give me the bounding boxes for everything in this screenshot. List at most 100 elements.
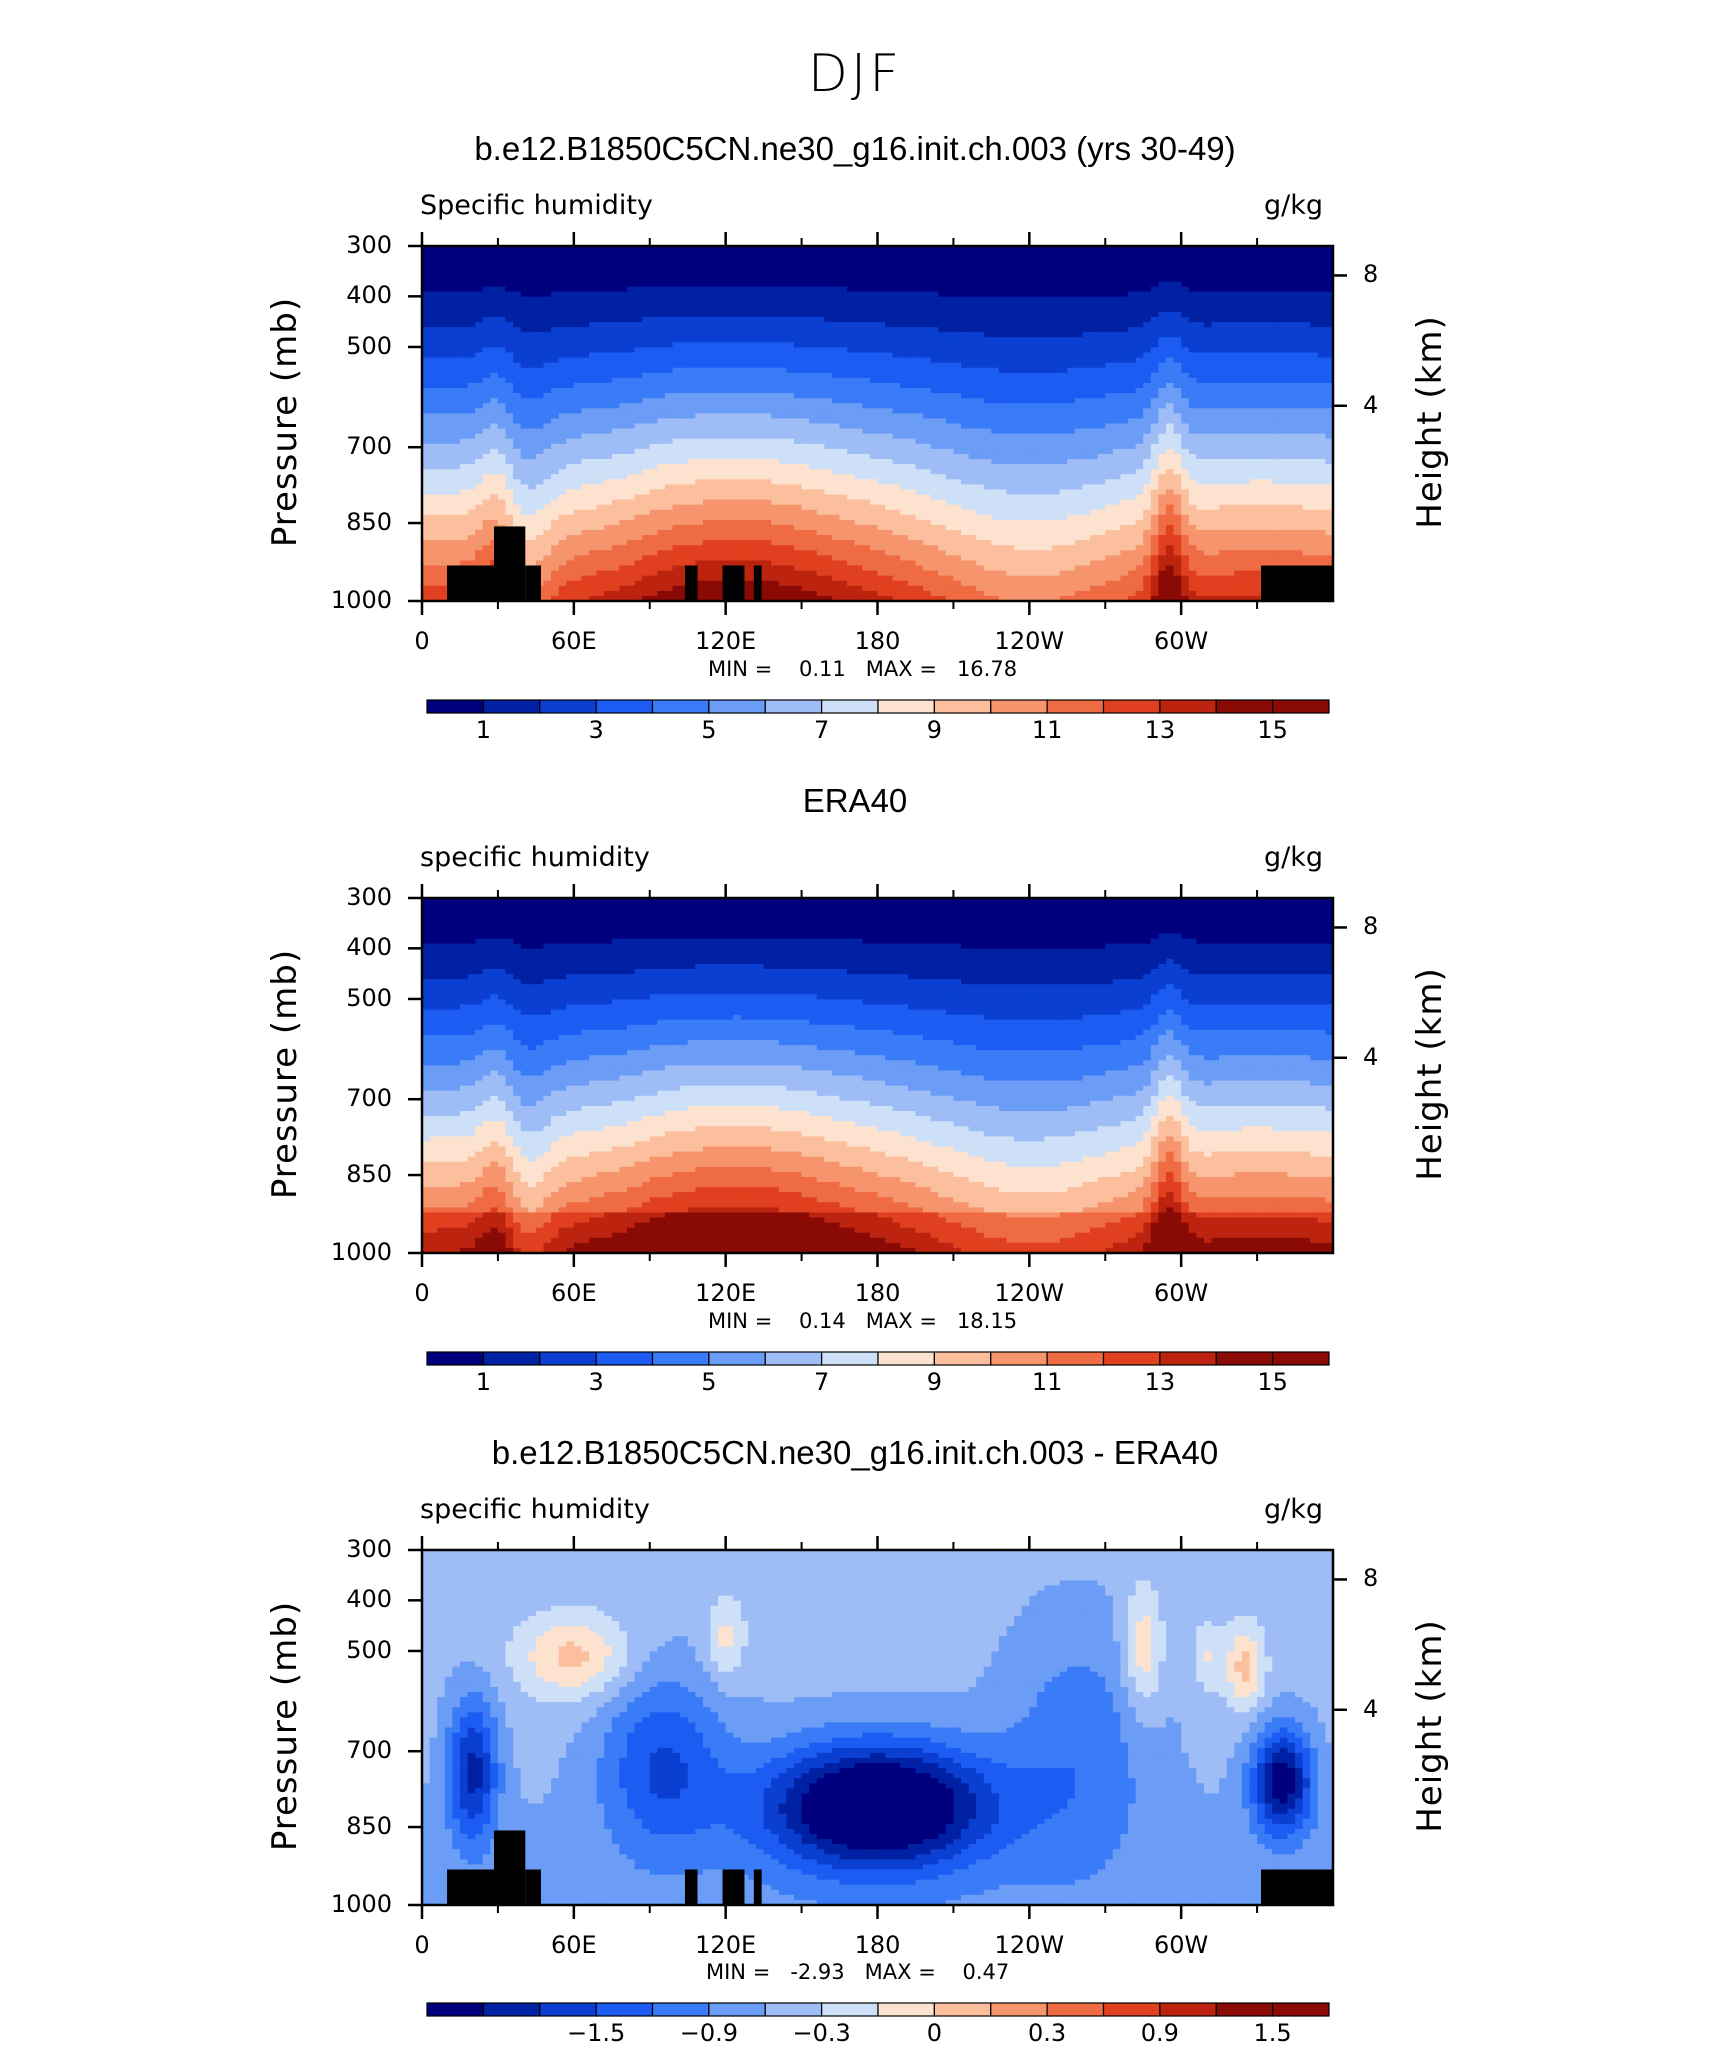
contour-cell (673, 373, 681, 379)
contour-cell (794, 337, 802, 343)
contour-cell (490, 317, 498, 323)
contour-cell (589, 449, 597, 455)
contour-cell (847, 332, 855, 338)
contour-cell (430, 469, 438, 475)
contour-cell (468, 403, 476, 409)
contour-cell (748, 449, 756, 455)
contour-cell (483, 251, 491, 257)
contour-cell (703, 500, 711, 506)
contour-cell (597, 261, 605, 267)
contour-cell (528, 403, 536, 409)
contour-cell (832, 464, 840, 470)
contour-cell (748, 560, 756, 566)
contour-cell (543, 520, 551, 526)
contour-cell (802, 312, 810, 318)
contour-cell (604, 363, 612, 369)
contour-cell (741, 464, 749, 470)
contour-cell (885, 337, 893, 343)
contour-cell (528, 383, 536, 389)
contour-cell (680, 287, 688, 293)
contour-cell (521, 251, 529, 257)
contour-cell (452, 297, 460, 303)
contour-cell (862, 444, 870, 450)
contour-cell (733, 408, 741, 414)
contour-cell (642, 292, 650, 298)
contour-cell (741, 408, 749, 414)
contour-cell (726, 484, 734, 490)
contour-cell (764, 398, 772, 404)
contour-cell (764, 353, 772, 359)
contour-cell (673, 358, 681, 364)
contour-cell (847, 388, 855, 394)
contour-cell (521, 444, 529, 450)
contour-cell (597, 276, 605, 282)
contour-cell (794, 302, 802, 308)
contour-cell (695, 429, 703, 435)
contour-cell (642, 261, 650, 267)
contour-cell (589, 545, 597, 551)
contour-cell (619, 479, 627, 485)
contour-cell (893, 449, 901, 455)
contour-cell (536, 474, 544, 480)
contour-cell (809, 560, 817, 566)
contour-cell (589, 530, 597, 536)
contour-cell (870, 444, 878, 450)
contour-cell (741, 530, 749, 536)
contour-cell (756, 327, 764, 333)
contour-cell (566, 510, 574, 516)
contour-cell (460, 332, 468, 338)
contour-cell (604, 500, 612, 506)
contour-cell (824, 358, 832, 364)
contour-cell (673, 266, 681, 272)
contour-cell (885, 540, 893, 546)
contour-cell (832, 571, 840, 577)
contour-cell (786, 459, 794, 465)
contour-cell (437, 312, 445, 318)
contour-cell (748, 302, 756, 308)
contour-cell (642, 495, 650, 501)
contour-cell (490, 429, 498, 435)
contour-cell (718, 489, 726, 495)
contour-cell (809, 276, 817, 282)
contour-cell (885, 474, 893, 480)
contour-cell (900, 403, 908, 409)
contour-cell (794, 358, 802, 364)
contour-cell (680, 408, 688, 414)
contour-cell (460, 429, 468, 435)
contour-cell (756, 307, 764, 313)
contour-cell (566, 520, 574, 526)
contour-cell (802, 342, 810, 348)
contour-cell (840, 388, 848, 394)
contour-cell (832, 424, 840, 430)
contour-cell (627, 368, 635, 374)
contour-cell (650, 429, 658, 435)
contour-cell (612, 429, 620, 435)
contour-cell (452, 276, 460, 282)
contour-cell (748, 276, 756, 282)
contour-cell (893, 307, 901, 313)
contour-cell (695, 332, 703, 338)
contour-cell (786, 342, 794, 348)
contour-cell (786, 454, 794, 460)
contour-cell (688, 530, 696, 536)
contour-cell (460, 261, 468, 267)
contour-cell (893, 560, 901, 566)
contour-cell (741, 388, 749, 394)
contour-cell (878, 297, 886, 303)
contour-cell (619, 424, 627, 430)
contour-cell (893, 373, 901, 379)
contour-cell (627, 378, 635, 384)
contour-cell (756, 312, 764, 318)
contour-cell (794, 271, 802, 277)
contour-cell (900, 444, 908, 450)
contour-cell (612, 586, 620, 592)
contour-cell (726, 530, 734, 536)
contour-cell (703, 424, 711, 430)
contour-cell (870, 413, 878, 419)
contour-cell (779, 510, 787, 516)
contour-cell (574, 530, 582, 536)
contour-cell (824, 256, 832, 262)
contour-cell (597, 297, 605, 303)
contour-cell (741, 429, 749, 435)
contour-cell (718, 510, 726, 516)
